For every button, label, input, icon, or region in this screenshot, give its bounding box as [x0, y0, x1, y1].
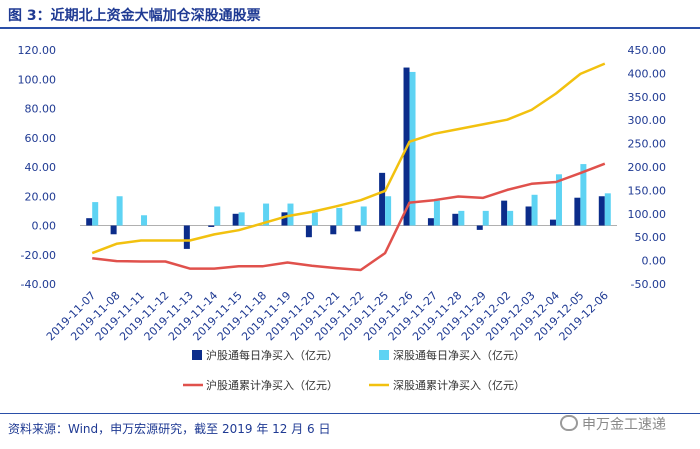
left-axis-tick-label: 40.00	[25, 161, 57, 174]
right-axis: -50.00 0.00 50.00 100.00 150.00 200.00 250.00 3…	[628, 44, 667, 291]
right-axis-tick-label: 100.00	[628, 208, 667, 221]
left-axis-tick-label: 20.00	[25, 190, 57, 203]
source-note: 资料来源：Wind，申万宏源研究，截至 2019 年 12 月 6 日	[8, 420, 331, 437]
right-axis-tick-label: 50.00	[635, 231, 667, 244]
sz-daily-bar	[434, 201, 440, 226]
sh-daily-bar	[550, 220, 556, 226]
legend-label-sz-cum: 深股通累计净买入（亿元）	[393, 378, 525, 392]
left-axis-tick-label: -20.00	[21, 249, 56, 262]
sh-daily-bar	[86, 218, 92, 225]
sz-daily-bar	[336, 208, 342, 226]
left-axis-tick-label: 120.00	[18, 44, 57, 57]
sz-daily-bar	[92, 202, 98, 225]
left-axis-tick-label: 100.00	[18, 73, 57, 86]
right-axis-tick-label: 150.00	[628, 184, 667, 197]
right-axis-tick-label: 400.00	[628, 67, 667, 80]
sz-daily-bar	[312, 212, 318, 225]
sh-daily-bar	[574, 198, 580, 226]
figure-title: 图 3：近期北上资金大幅加仓深股通股票	[8, 5, 261, 25]
sh-daily-bar	[599, 196, 605, 225]
sz-daily-bar	[117, 196, 123, 225]
legend-label-sh-daily: 沪股通每日净买入（亿元）	[206, 348, 338, 362]
chart: -40.00 -20.00 0.00 20.00 40.00 60.00 80.00 100.…	[0, 28, 700, 414]
sh-daily-bar	[501, 201, 507, 226]
wechat-icon	[560, 415, 578, 431]
sh-daily-bar	[111, 226, 117, 235]
right-axis-tick-label: 250.00	[628, 138, 667, 151]
left-axis-tick-label: -40.00	[21, 278, 56, 291]
watermark: 申万金工速递	[560, 414, 666, 434]
sh-daily-bar	[526, 206, 532, 225]
bar-series	[86, 68, 611, 249]
sh-daily-bar	[208, 226, 214, 227]
sh-daily-bar	[355, 226, 361, 232]
sz-daily-bar	[507, 211, 513, 226]
sh-daily-bar	[379, 173, 385, 226]
sz-daily-bar	[385, 196, 391, 225]
left-axis-tick-label: 60.00	[25, 132, 57, 145]
left-axis: -40.00 -20.00 0.00 20.00 40.00 60.00 80.00 100.…	[18, 44, 57, 291]
legend-swatch-sh-daily	[192, 350, 202, 360]
sh-daily-bar	[330, 226, 336, 235]
left-axis-tick-label: 0.00	[32, 220, 57, 233]
sz-daily-bar	[458, 211, 464, 226]
left-axis-tick-label: 80.00	[25, 103, 57, 116]
sh-daily-bar	[233, 214, 239, 226]
sz-daily-bar	[483, 211, 489, 226]
sz-daily-bar	[214, 206, 220, 225]
right-axis-tick-label: 300.00	[628, 114, 667, 127]
right-axis-tick-label: 450.00	[628, 44, 667, 57]
legend: 沪股通每日净买入（亿元） 深股通每日净买入（亿元） 沪股通累计净买入（亿元） 深…	[183, 348, 525, 392]
sz-daily-bar	[141, 215, 147, 225]
right-axis-tick-label: 200.00	[628, 161, 667, 174]
watermark-text: 申万金工速递	[582, 417, 666, 433]
right-axis-tick-label: 0.00	[642, 255, 667, 268]
sh-daily-bar	[306, 226, 312, 238]
sz-daily-bar	[239, 212, 245, 225]
x-axis: 2019-11-072019-11-082019-11-112019-11-12…	[44, 289, 611, 343]
sz-daily-bar	[605, 193, 611, 225]
right-axis-tick-label: -50.00	[631, 278, 666, 291]
sz-daily-bar	[361, 206, 367, 225]
sh-daily-bar	[281, 212, 287, 225]
line-series	[92, 64, 605, 270]
legend-swatch-sz-daily	[379, 350, 389, 360]
sh-daily-bar	[477, 226, 483, 230]
sh-daily-bar	[452, 214, 458, 226]
legend-label-sh-cum: 沪股通累计净买入（亿元）	[206, 378, 338, 392]
legend-label-sz-daily: 深股通每日净买入（亿元）	[393, 348, 525, 362]
sh-daily-bar	[428, 218, 434, 225]
right-axis-tick-label: 350.00	[628, 91, 667, 104]
sh-daily-bar	[184, 226, 190, 249]
sz-daily-bar	[532, 195, 538, 226]
